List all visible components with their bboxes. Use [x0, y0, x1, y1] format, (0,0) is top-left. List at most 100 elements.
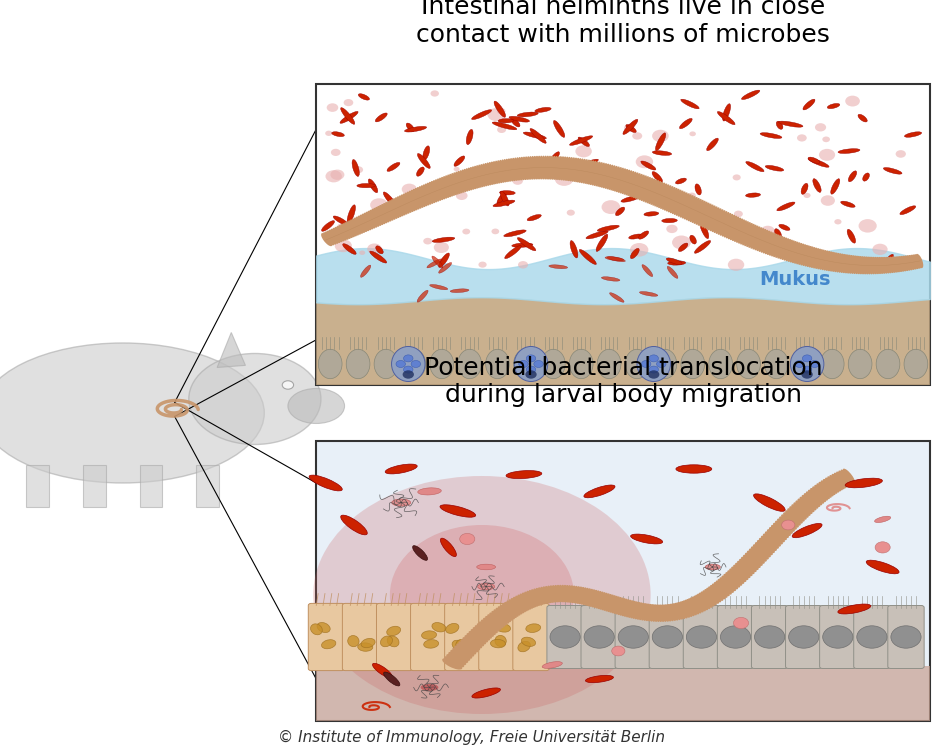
Ellipse shape [754, 231, 770, 250]
Ellipse shape [641, 604, 649, 620]
Ellipse shape [729, 568, 749, 580]
Ellipse shape [784, 241, 797, 261]
Ellipse shape [741, 557, 761, 568]
Ellipse shape [615, 169, 631, 192]
Ellipse shape [548, 265, 567, 269]
Ellipse shape [780, 240, 793, 259]
Circle shape [624, 124, 633, 131]
Ellipse shape [904, 132, 921, 137]
Ellipse shape [403, 193, 417, 210]
Bar [83, 465, 106, 508]
Circle shape [632, 133, 642, 139]
Ellipse shape [460, 170, 472, 190]
Ellipse shape [785, 242, 799, 261]
Ellipse shape [896, 256, 902, 272]
FancyBboxPatch shape [547, 605, 583, 669]
Ellipse shape [719, 577, 738, 589]
Circle shape [527, 366, 536, 373]
Ellipse shape [508, 158, 515, 181]
Ellipse shape [672, 603, 681, 620]
Circle shape [801, 370, 813, 379]
Ellipse shape [491, 162, 500, 184]
Ellipse shape [496, 607, 513, 621]
Ellipse shape [332, 228, 345, 241]
Ellipse shape [497, 160, 506, 183]
Ellipse shape [573, 158, 582, 182]
Ellipse shape [827, 476, 843, 491]
Ellipse shape [585, 676, 614, 682]
Ellipse shape [709, 349, 733, 379]
Ellipse shape [475, 625, 494, 637]
Ellipse shape [617, 170, 632, 192]
Ellipse shape [763, 234, 778, 253]
Ellipse shape [387, 636, 399, 647]
Ellipse shape [686, 599, 700, 614]
Ellipse shape [757, 540, 777, 551]
Ellipse shape [367, 210, 381, 226]
Circle shape [872, 243, 887, 255]
Circle shape [802, 355, 812, 362]
Ellipse shape [614, 598, 624, 614]
Ellipse shape [542, 349, 565, 379]
FancyBboxPatch shape [309, 604, 345, 670]
Ellipse shape [598, 592, 608, 609]
Ellipse shape [567, 585, 574, 603]
Circle shape [371, 219, 377, 223]
Ellipse shape [535, 107, 551, 112]
Ellipse shape [586, 161, 597, 184]
Ellipse shape [849, 255, 855, 273]
Ellipse shape [514, 347, 548, 381]
Ellipse shape [641, 161, 656, 170]
Ellipse shape [647, 182, 664, 203]
Ellipse shape [492, 122, 516, 130]
Ellipse shape [509, 599, 524, 613]
Ellipse shape [712, 212, 730, 232]
Ellipse shape [506, 470, 542, 479]
Ellipse shape [414, 188, 430, 205]
Ellipse shape [666, 604, 672, 622]
Ellipse shape [524, 157, 531, 180]
Ellipse shape [753, 544, 773, 556]
Ellipse shape [432, 237, 455, 243]
Ellipse shape [484, 163, 495, 184]
Ellipse shape [674, 194, 692, 215]
Ellipse shape [898, 256, 905, 272]
Ellipse shape [728, 219, 745, 239]
Ellipse shape [628, 601, 637, 618]
Ellipse shape [726, 219, 743, 238]
Ellipse shape [313, 476, 650, 714]
Circle shape [630, 243, 649, 257]
Ellipse shape [730, 220, 747, 240]
Ellipse shape [379, 205, 394, 221]
Ellipse shape [607, 257, 625, 261]
Ellipse shape [480, 164, 491, 186]
Ellipse shape [838, 149, 860, 154]
Circle shape [534, 360, 544, 368]
Circle shape [326, 170, 342, 183]
Ellipse shape [670, 192, 687, 213]
Ellipse shape [590, 162, 600, 185]
Ellipse shape [553, 585, 560, 602]
Ellipse shape [500, 604, 516, 618]
Ellipse shape [501, 160, 510, 182]
Ellipse shape [902, 255, 909, 271]
Ellipse shape [450, 649, 470, 661]
Ellipse shape [743, 554, 763, 566]
Ellipse shape [886, 257, 893, 273]
Ellipse shape [793, 503, 813, 514]
Ellipse shape [446, 623, 459, 634]
Ellipse shape [630, 601, 639, 619]
Ellipse shape [535, 588, 546, 604]
FancyBboxPatch shape [513, 604, 549, 670]
Circle shape [282, 380, 294, 389]
Ellipse shape [327, 231, 339, 244]
Ellipse shape [742, 225, 759, 246]
Ellipse shape [825, 478, 841, 491]
Ellipse shape [755, 542, 775, 554]
Ellipse shape [681, 601, 692, 617]
Circle shape [810, 360, 819, 368]
Ellipse shape [599, 164, 612, 187]
Ellipse shape [358, 643, 373, 652]
Ellipse shape [588, 161, 598, 185]
FancyBboxPatch shape [751, 605, 788, 669]
